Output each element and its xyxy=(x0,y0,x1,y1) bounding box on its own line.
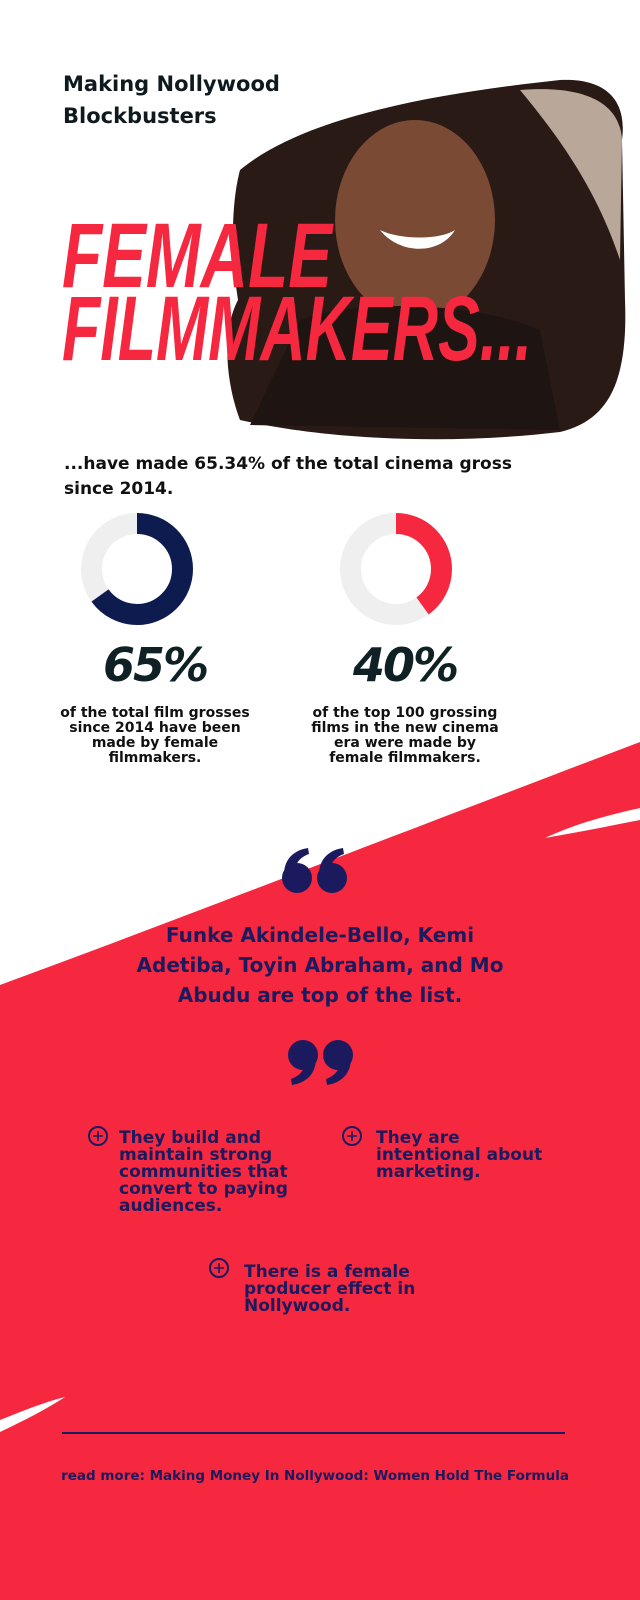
swoosh xyxy=(0,1397,65,1432)
photo-face xyxy=(335,120,495,320)
stat-value: 40% xyxy=(352,638,459,692)
open-quote xyxy=(282,848,347,893)
reason: There is a female producer effect in Nol… xyxy=(244,1262,416,1316)
plus-icon xyxy=(209,1258,229,1278)
quote: Funke Akindele-Bello, Kemi Adetiba, Toyi… xyxy=(136,923,504,1007)
donut-arc xyxy=(81,513,193,625)
plus-icon xyxy=(342,1126,362,1146)
photo-background xyxy=(520,89,622,260)
red-wave xyxy=(0,742,640,1600)
read-more-link[interactable]: read more: Making Money In Nollywood: Wo… xyxy=(61,1468,569,1484)
headline: FEMALE xyxy=(62,205,334,307)
intro: ...have made 65.34% of the total cinema … xyxy=(64,454,512,499)
swoosh xyxy=(545,808,640,838)
photo-clothes xyxy=(250,306,560,430)
donuts xyxy=(81,513,452,625)
photo-smile xyxy=(380,230,455,249)
stat-value: 65% xyxy=(102,638,209,692)
stat-caption: of the total film grosses since 2014 hav… xyxy=(60,705,250,766)
title: Making Nollywood Blockbusters xyxy=(63,72,280,128)
donut-arc xyxy=(340,513,452,625)
headline: FILMMAKERS... xyxy=(62,278,532,380)
reason: They build and maintain strong communiti… xyxy=(119,1128,288,1216)
reason: They are intentional about marketing. xyxy=(376,1128,543,1182)
plus-icon xyxy=(88,1126,108,1146)
stat-caption: of the top 100 grossing films in the new… xyxy=(311,705,499,766)
close-quote xyxy=(288,1040,353,1085)
